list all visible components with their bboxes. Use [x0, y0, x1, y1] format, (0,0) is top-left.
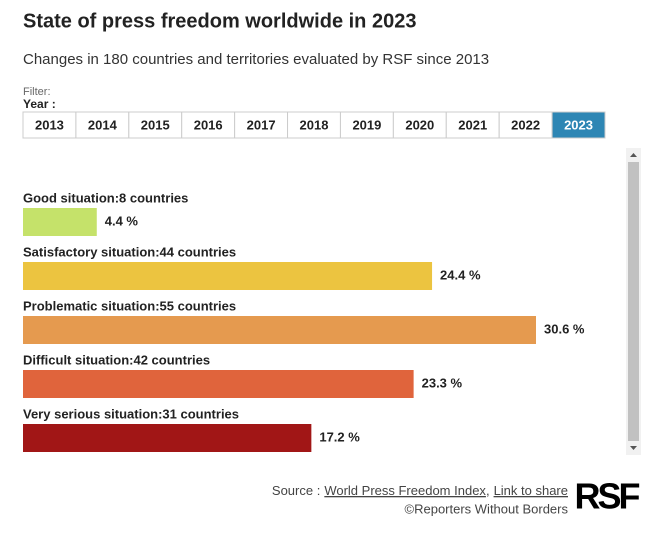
year-button[interactable] — [498, 111, 553, 139]
year-button-label[interactable]: 2015 — [141, 117, 170, 132]
year-button-label[interactable]: 2014 — [88, 117, 118, 132]
year-button[interactable] — [339, 111, 394, 139]
category-label: Problematic situation:55 countries — [23, 298, 236, 313]
source-line: Source : World Press Freedom Index, Link t… — [272, 483, 568, 498]
value-label: 30.6 % — [544, 321, 585, 336]
year-label: Year : — [23, 97, 56, 111]
scroll-up[interactable] — [630, 153, 637, 157]
value-label: 4.4 % — [105, 213, 139, 228]
subtitle: Changes in 180 countries and territories… — [23, 51, 489, 68]
year-button-label[interactable]: 2017 — [247, 117, 276, 132]
year-button-label[interactable]: 2016 — [194, 117, 223, 132]
year-button-label[interactable]: 2023 — [564, 117, 593, 132]
source-label: Source : — [272, 483, 320, 498]
year-button-label[interactable]: 2020 — [405, 117, 434, 132]
source-link[interactable]: World Press Freedom Index — [324, 483, 486, 498]
year-button-label[interactable]: 2022 — [511, 117, 540, 132]
year-button-label[interactable]: 2021 — [458, 117, 487, 132]
category-label: Very serious situation:31 countries — [23, 406, 239, 421]
scrollbar-thumb[interactable] — [628, 162, 639, 441]
filter-label: Filter: — [23, 86, 51, 98]
year-button[interactable] — [22, 111, 77, 139]
bar — [23, 316, 536, 344]
separator: , — [486, 483, 490, 498]
bar — [23, 370, 414, 398]
year-button[interactable] — [445, 111, 500, 139]
category-label: Difficult situation:42 countries — [23, 352, 210, 367]
title: State of press freedom worldwide in 2023 — [23, 10, 416, 32]
share-link[interactable]: Link to share — [494, 483, 568, 498]
copyright: ©Reporters Without Borders — [405, 501, 569, 516]
bar — [23, 262, 433, 290]
year-button[interactable] — [392, 111, 447, 139]
value-label: 24.4 % — [440, 267, 481, 282]
year-button-label[interactable]: 2019 — [352, 117, 381, 132]
year-button[interactable] — [128, 111, 183, 139]
bar — [23, 208, 97, 236]
year-button[interactable] — [75, 111, 130, 139]
scroll-down[interactable] — [630, 446, 637, 450]
year-button-label[interactable]: 2013 — [35, 117, 64, 132]
year-button[interactable] — [551, 111, 606, 139]
year-button-label[interactable]: 2018 — [300, 117, 329, 132]
value-label: 17.2 % — [319, 429, 360, 444]
category-label: Good situation:8 countries — [23, 190, 188, 205]
value-label: 23.3 % — [422, 375, 463, 390]
category-label: Satisfactory situation:44 countries — [23, 244, 236, 259]
bar — [23, 424, 312, 452]
logo[interactable]: RSF — [575, 476, 643, 517]
